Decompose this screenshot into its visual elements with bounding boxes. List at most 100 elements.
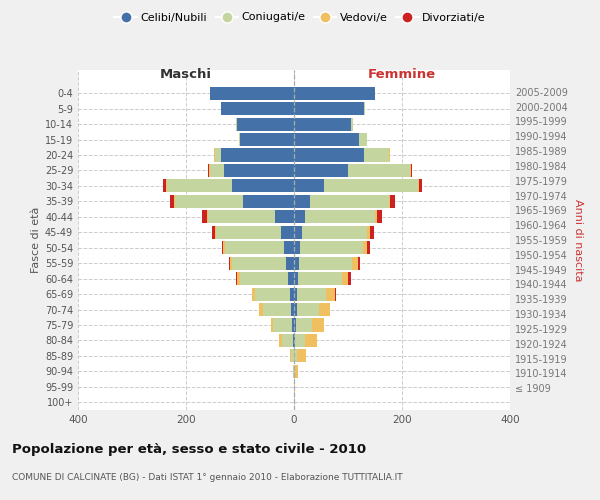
Bar bbox=[275, 210, 294, 224]
Bar bbox=[221, 148, 294, 162]
Bar bbox=[418, 180, 419, 192]
Bar bbox=[221, 102, 294, 115]
Bar bbox=[282, 334, 293, 347]
Bar bbox=[290, 288, 294, 300]
Text: Popolazione per età, sesso e stato civile - 2010: Popolazione per età, sesso e stato civil… bbox=[12, 442, 366, 456]
Bar bbox=[206, 210, 208, 224]
Bar bbox=[254, 288, 290, 300]
Bar bbox=[410, 164, 411, 177]
Bar bbox=[367, 226, 370, 239]
Bar bbox=[224, 164, 294, 177]
Bar bbox=[236, 272, 238, 285]
Bar bbox=[294, 164, 348, 177]
Bar bbox=[208, 164, 209, 177]
Bar bbox=[229, 256, 230, 270]
Bar bbox=[286, 256, 294, 270]
Bar bbox=[305, 210, 375, 224]
Bar bbox=[239, 133, 240, 146]
Bar bbox=[215, 226, 216, 239]
Bar bbox=[350, 118, 353, 130]
Bar bbox=[296, 288, 326, 300]
Bar bbox=[238, 118, 294, 130]
Bar bbox=[212, 226, 215, 239]
Bar bbox=[292, 303, 294, 316]
Bar bbox=[166, 180, 167, 192]
Bar bbox=[352, 256, 358, 270]
Bar bbox=[295, 365, 298, 378]
Bar bbox=[274, 318, 292, 332]
Bar bbox=[419, 180, 422, 192]
Bar bbox=[358, 256, 361, 270]
Bar bbox=[175, 195, 242, 208]
Bar bbox=[294, 288, 296, 300]
Bar bbox=[211, 164, 224, 177]
Bar bbox=[263, 303, 292, 316]
Bar bbox=[296, 350, 307, 362]
Text: Maschi: Maschi bbox=[160, 68, 212, 81]
Bar bbox=[259, 303, 263, 316]
Bar bbox=[230, 256, 232, 270]
Bar bbox=[232, 256, 286, 270]
Bar bbox=[167, 180, 232, 192]
Bar bbox=[271, 318, 274, 332]
Bar bbox=[208, 210, 275, 224]
Bar bbox=[305, 334, 317, 347]
Bar bbox=[298, 272, 341, 285]
Bar bbox=[312, 318, 324, 332]
Bar bbox=[238, 272, 240, 285]
Bar bbox=[240, 272, 287, 285]
Bar bbox=[294, 318, 296, 332]
Bar bbox=[294, 365, 295, 378]
Bar bbox=[294, 272, 298, 285]
Bar bbox=[310, 195, 389, 208]
Bar bbox=[232, 180, 294, 192]
Bar bbox=[348, 272, 350, 285]
Bar bbox=[252, 288, 254, 300]
Bar bbox=[292, 350, 294, 362]
Bar bbox=[293, 365, 294, 378]
Bar bbox=[209, 164, 211, 177]
Bar bbox=[215, 148, 221, 162]
Bar bbox=[202, 210, 206, 224]
Bar bbox=[362, 241, 367, 254]
Bar bbox=[370, 226, 374, 239]
Bar bbox=[223, 241, 225, 254]
Bar bbox=[236, 118, 238, 130]
Bar bbox=[294, 303, 296, 316]
Bar bbox=[294, 86, 375, 100]
Bar bbox=[294, 256, 299, 270]
Bar bbox=[319, 303, 330, 316]
Bar bbox=[299, 256, 352, 270]
Bar bbox=[326, 288, 335, 300]
Bar bbox=[341, 272, 348, 285]
Bar bbox=[292, 318, 294, 332]
Bar bbox=[290, 350, 292, 362]
Bar bbox=[302, 226, 367, 239]
Bar bbox=[225, 241, 284, 254]
Bar bbox=[348, 164, 410, 177]
Bar bbox=[287, 272, 294, 285]
Bar bbox=[281, 226, 294, 239]
Bar bbox=[296, 318, 312, 332]
Legend: Celibi/Nubili, Coniugati/e, Vedovi/e, Divorziati/e: Celibi/Nubili, Coniugati/e, Vedovi/e, Di… bbox=[110, 8, 490, 27]
Bar bbox=[389, 195, 395, 208]
Y-axis label: Fasce di età: Fasce di età bbox=[31, 207, 41, 273]
Bar bbox=[364, 148, 389, 162]
Bar bbox=[240, 133, 294, 146]
Bar bbox=[170, 195, 174, 208]
Bar bbox=[242, 195, 294, 208]
Bar bbox=[294, 180, 324, 192]
Bar bbox=[294, 148, 364, 162]
Bar bbox=[280, 334, 282, 347]
Bar bbox=[367, 241, 370, 254]
Bar bbox=[375, 210, 377, 224]
Bar bbox=[294, 210, 305, 224]
Bar bbox=[324, 180, 418, 192]
Bar bbox=[222, 241, 223, 254]
Bar bbox=[216, 226, 281, 239]
Bar bbox=[294, 118, 350, 130]
Bar bbox=[377, 210, 382, 224]
Bar bbox=[211, 86, 294, 100]
Bar bbox=[284, 241, 294, 254]
Bar bbox=[294, 226, 302, 239]
